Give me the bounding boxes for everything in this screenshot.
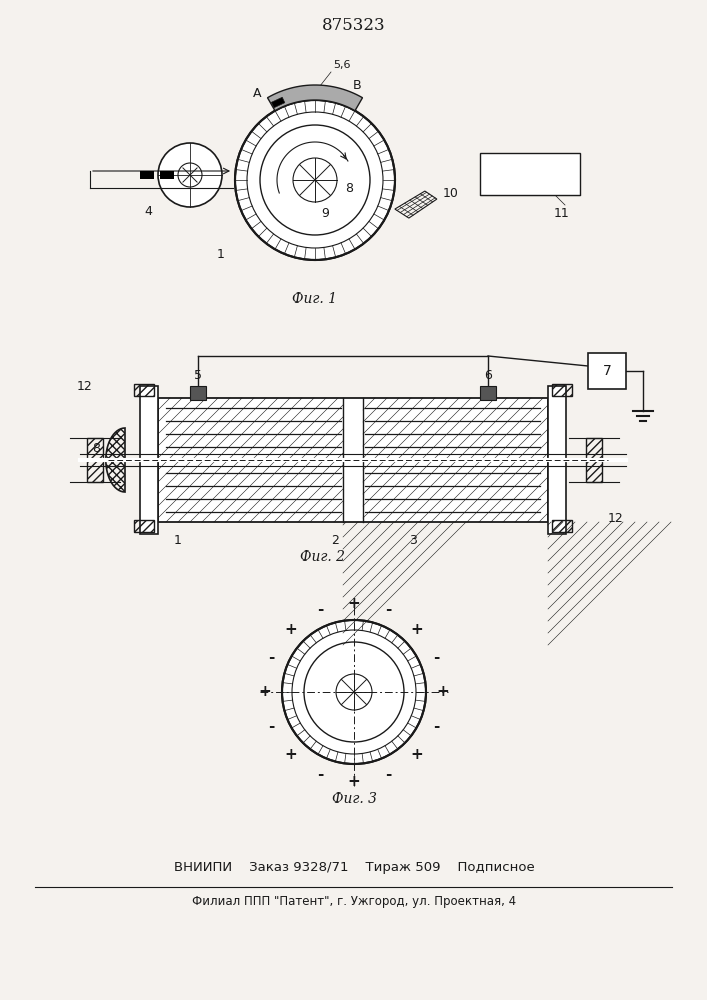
- Text: +: +: [348, 595, 361, 610]
- Bar: [552, 384, 572, 396]
- Bar: [586, 438, 602, 482]
- Text: -: -: [317, 767, 323, 782]
- Bar: [160, 171, 174, 179]
- Text: -: -: [317, 602, 323, 617]
- Circle shape: [235, 100, 395, 260]
- Text: 8: 8: [92, 442, 100, 454]
- Text: -: -: [269, 650, 275, 665]
- Text: +: +: [411, 622, 423, 637]
- Text: -: -: [385, 602, 391, 617]
- Text: +: +: [348, 774, 361, 788]
- Text: ВНИИПИ    Заказ 9328/71    Тираж 509    Подписное: ВНИИПИ Заказ 9328/71 Тираж 509 Подписное: [174, 861, 534, 874]
- Circle shape: [158, 143, 222, 207]
- Bar: [158, 398, 548, 522]
- Bar: [87, 438, 103, 482]
- Text: +: +: [437, 684, 450, 700]
- Bar: [271, 97, 285, 108]
- Text: +: +: [285, 747, 298, 762]
- Text: 5,6: 5,6: [333, 60, 351, 70]
- Bar: [588, 353, 626, 389]
- Text: Фиг. 2: Фиг. 2: [300, 550, 346, 564]
- Text: 6: 6: [484, 369, 492, 382]
- Text: +: +: [411, 747, 423, 762]
- Text: -: -: [385, 767, 391, 782]
- Bar: [140, 386, 158, 534]
- Text: +: +: [259, 684, 271, 700]
- Text: 12: 12: [77, 380, 93, 393]
- Text: 1: 1: [174, 534, 182, 547]
- Text: 4: 4: [144, 205, 152, 218]
- Bar: [134, 520, 154, 532]
- Text: A: A: [252, 87, 261, 100]
- Text: 8: 8: [345, 182, 353, 194]
- Text: 3: 3: [409, 534, 417, 547]
- Text: B: B: [354, 79, 362, 92]
- Bar: [480, 153, 580, 195]
- Text: 9: 9: [321, 207, 329, 220]
- Text: Филиал ППП "Патент", г. Ужгород, ул. Проектная, 4: Филиал ППП "Патент", г. Ужгород, ул. Про…: [192, 895, 516, 908]
- Text: -: -: [433, 650, 440, 665]
- Text: +: +: [285, 622, 298, 637]
- Text: Фиг. 1: Фиг. 1: [293, 292, 337, 306]
- Text: 875323: 875323: [322, 16, 386, 33]
- Polygon shape: [267, 85, 363, 111]
- Text: 1: 1: [217, 248, 225, 261]
- Bar: [480, 386, 496, 400]
- Text: -: -: [269, 719, 275, 734]
- Text: Фиг. 3: Фиг. 3: [332, 792, 377, 806]
- Bar: [140, 171, 154, 179]
- Bar: [548, 386, 566, 534]
- Text: 10: 10: [443, 187, 459, 200]
- Text: 5: 5: [194, 369, 202, 382]
- Text: -: -: [433, 719, 440, 734]
- Text: 12: 12: [608, 512, 624, 525]
- Bar: [134, 384, 154, 396]
- Text: 7: 7: [602, 364, 612, 378]
- Circle shape: [282, 620, 426, 764]
- Text: 11: 11: [554, 207, 570, 220]
- Bar: [190, 386, 206, 400]
- Text: 2: 2: [331, 534, 339, 547]
- Bar: [552, 520, 572, 532]
